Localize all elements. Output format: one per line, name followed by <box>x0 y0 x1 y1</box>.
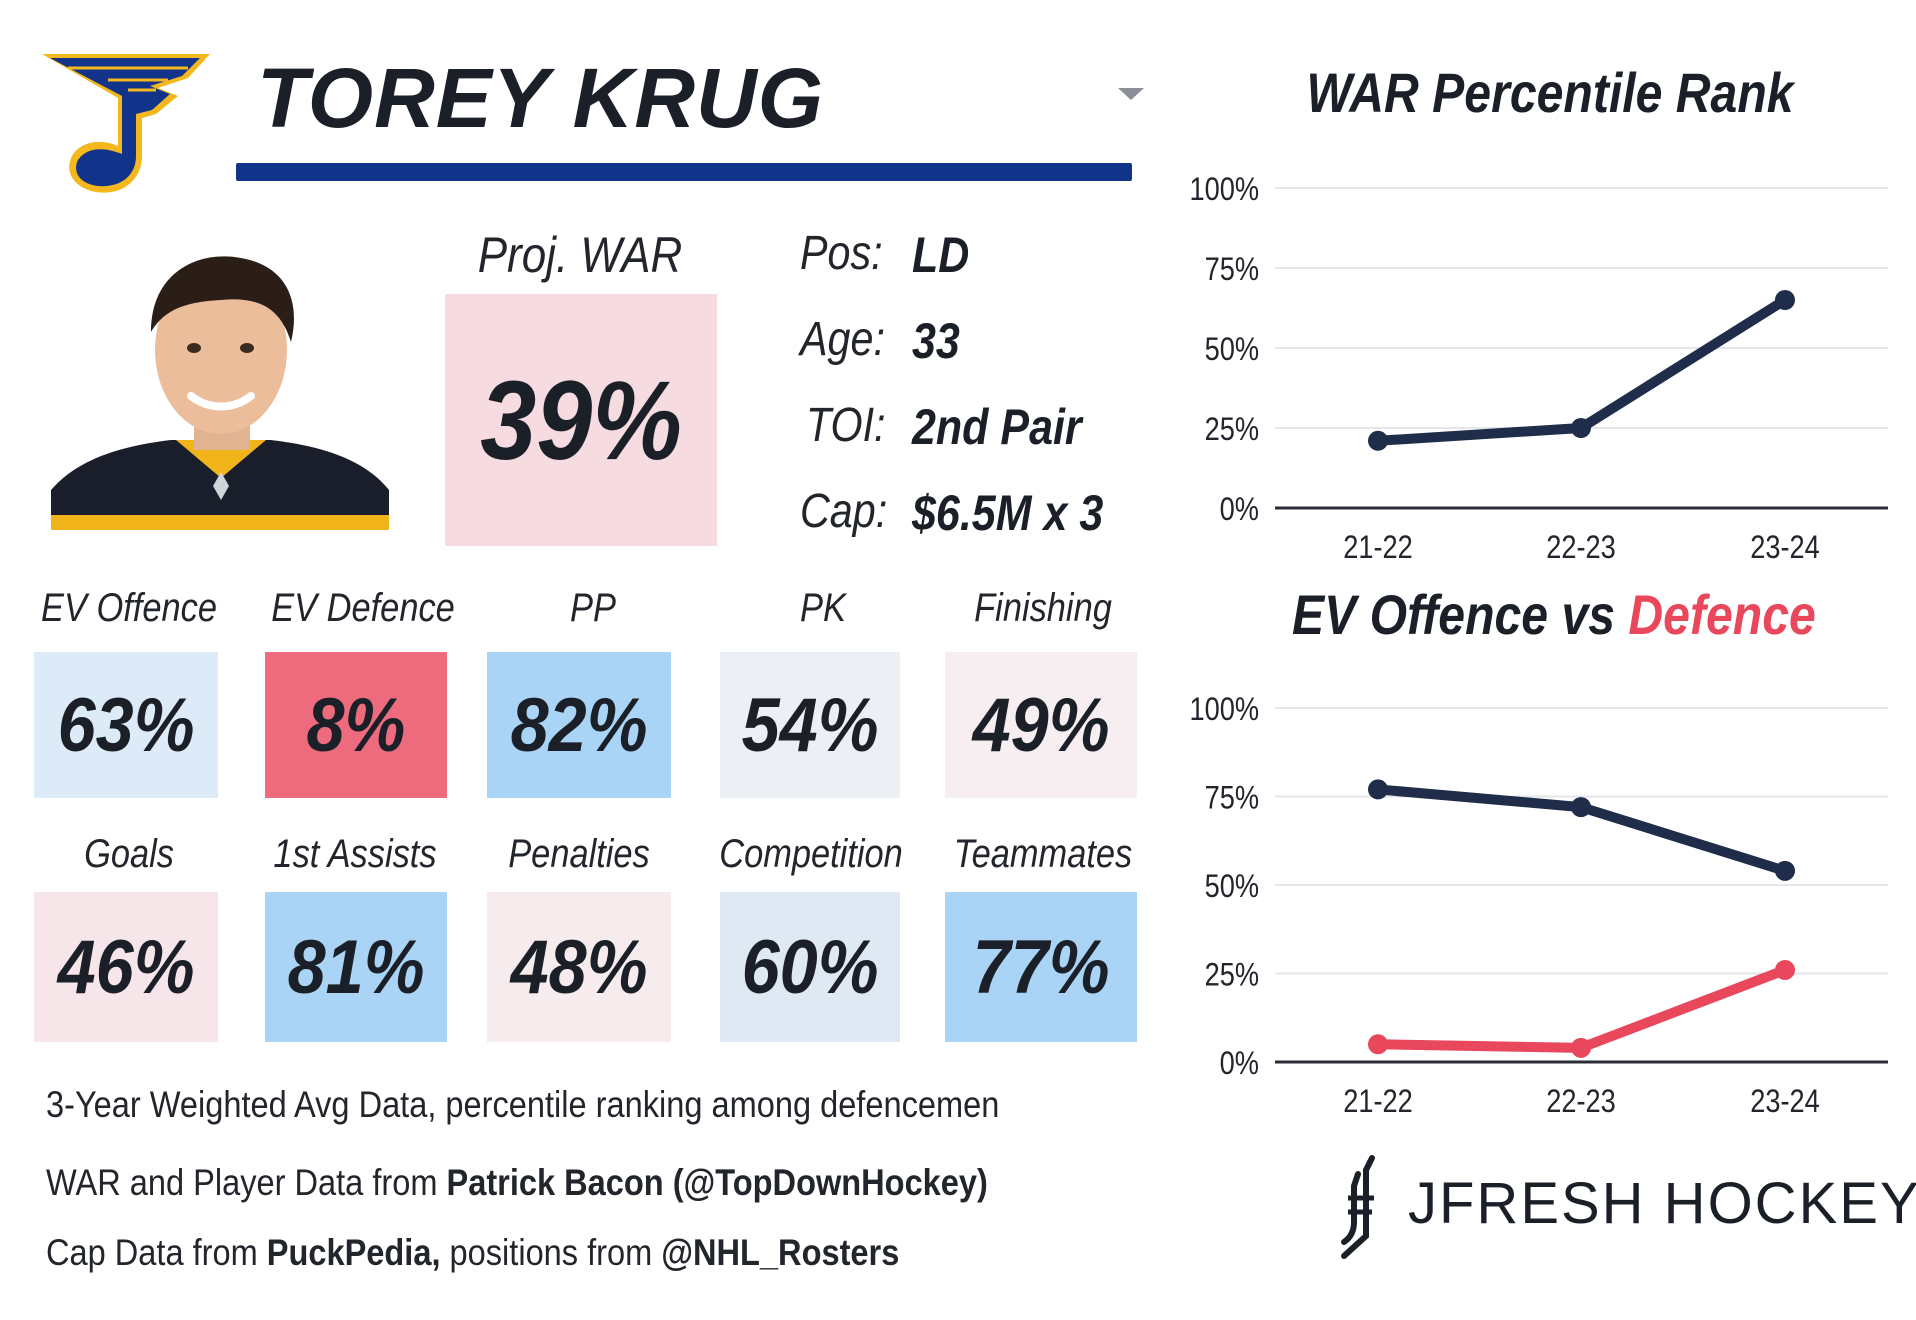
metric-label-1st-assists: 1st Assists <box>273 832 437 876</box>
metric-value-1st-assists: 81% <box>287 924 425 1010</box>
toi-label: TOI: <box>806 399 886 452</box>
chart1-y-tick-label: 25% <box>1205 412 1259 448</box>
chart2-title-vs: vs <box>1548 583 1629 646</box>
chart1-y-tick-label: 0% <box>1220 492 1259 528</box>
metric-tile-penalties: 48% <box>487 892 671 1042</box>
chart2-x-tick-label: 23-24 <box>1750 1084 1820 1120</box>
chart1-point-war <box>1368 430 1388 451</box>
chart2-title-offence: EV Offence <box>1292 583 1549 646</box>
chart1-title: WAR Percentile Rank <box>1306 61 1794 124</box>
chart2-y-tick-label: 50% <box>1205 869 1259 905</box>
war-source-note: WAR and Player Data from Patrick Bacon (… <box>46 1162 988 1204</box>
cap-source-prefix: Cap Data from <box>46 1232 267 1273</box>
metric-tile-ev-defence: 8% <box>265 652 447 798</box>
player-headshot <box>51 240 389 546</box>
metric-value-pp: 82% <box>510 682 648 768</box>
war-source-credit: Patrick Bacon (@TopDownHockey) <box>446 1162 988 1203</box>
metric-tile-finishing: 49% <box>945 652 1137 798</box>
cap-value: $6.5M x 3 <box>912 485 1104 541</box>
metric-value-ev-defence: 8% <box>306 682 406 768</box>
chart2-point-ev-defence <box>1571 1037 1591 1058</box>
chart1-y-tick-label: 100% <box>1189 172 1259 208</box>
metric-value-teammates: 77% <box>972 924 1110 1010</box>
chart2-x-tick-label: 21-22 <box>1343 1084 1413 1120</box>
cap-label: Cap: <box>800 485 888 538</box>
positions-credit: @NHL_Rosters <box>661 1232 900 1273</box>
toi-value: 2nd Pair <box>912 399 1082 455</box>
metric-tile-ev-offence: 63% <box>34 652 218 798</box>
metric-value-pk: 54% <box>741 682 879 768</box>
proj-war-value: 39% <box>480 357 682 483</box>
chart2-series-line-ev-defence <box>1373 964 1790 1053</box>
positions-prefix: positions from <box>440 1232 662 1273</box>
cap-source-note: Cap Data from PuckPedia, positions from … <box>46 1232 899 1274</box>
metric-label-pk: PK <box>800 586 846 630</box>
chart2-point-ev-offence <box>1368 779 1388 800</box>
metric-label-ev-offence: EV Offence <box>41 586 217 630</box>
blues-logo <box>42 54 210 193</box>
chart1-y-tick-label: 50% <box>1205 332 1259 368</box>
chart2-y-tick-label: 100% <box>1189 692 1259 728</box>
chart2-y-tick-label: 75% <box>1205 780 1259 816</box>
chart2-point-ev-offence <box>1571 797 1591 818</box>
chart2-point-ev-defence <box>1368 1034 1388 1055</box>
metric-tile-competition: 60% <box>720 892 900 1042</box>
pos-label: Pos: <box>800 227 883 280</box>
pos-value: LD <box>912 227 970 283</box>
metric-label-competition: Competition <box>719 832 903 876</box>
metric-tile-teammates: 77% <box>945 892 1137 1042</box>
player-name: TOREY KRUG <box>257 51 824 145</box>
name-underline <box>236 163 1132 181</box>
proj-war-tile: 39% <box>445 294 717 546</box>
metric-tile-pp: 82% <box>487 652 671 798</box>
metric-tile-pk: 54% <box>720 652 900 798</box>
metric-label-teammates: Teammates <box>953 832 1133 876</box>
chart2-point-ev-defence <box>1775 959 1795 980</box>
metric-value-penalties: 48% <box>510 924 648 1010</box>
chevron-down-icon[interactable] <box>1118 88 1144 100</box>
chart1-y-tick-label: 75% <box>1205 252 1259 288</box>
chart2-y-tick-label: 0% <box>1220 1046 1259 1082</box>
chart1-x-tick-label: 21-22 <box>1343 530 1413 566</box>
metric-value-competition: 60% <box>741 924 879 1010</box>
age-label: Age: <box>800 313 885 366</box>
chart2-point-ev-offence <box>1775 860 1795 881</box>
ev-offence-defence-chart: 0% 25% 50% 75% 100% 21-22 22-23 23-24 <box>1189 692 1888 1120</box>
metric-label-goals: Goals <box>84 832 174 876</box>
chart2-title-defence: Defence <box>1628 583 1816 646</box>
chart1-x-tick-label: 22-23 <box>1546 530 1616 566</box>
brand-name: JFRESH HOCKEY <box>1408 1171 1916 1236</box>
war-source-prefix: WAR and Player Data from <box>46 1162 447 1203</box>
metric-value-finishing: 49% <box>972 682 1110 768</box>
war-percentile-chart: 0% 25% 50% 75% 100% 21-22 22-23 23-24 <box>1189 172 1888 566</box>
metric-label-finishing: Finishing <box>974 586 1112 630</box>
age-value: 33 <box>912 313 960 369</box>
metric-label-penalties: Penalties <box>508 832 650 876</box>
chart1-point-war <box>1571 418 1591 438</box>
cap-source-credit: PuckPedia, <box>266 1232 441 1273</box>
chart1-x-tick-label: 23-24 <box>1750 530 1820 566</box>
chart2-x-tick-label: 22-23 <box>1546 1084 1616 1120</box>
data-note: 3-Year Weighted Avg Data, percentile ran… <box>46 1084 1000 1125</box>
chart1-point-war <box>1775 290 1795 310</box>
chart2-y-tick-label: 25% <box>1205 957 1259 993</box>
metric-tile-goals: 46% <box>34 892 218 1042</box>
metric-label-ev-defence: EV Defence <box>271 586 455 630</box>
chart2-title: EV Offence vs Defence <box>1292 582 1816 647</box>
metric-value-goals: 46% <box>57 924 195 1010</box>
metric-tile-1st-assists: 81% <box>265 892 447 1042</box>
metric-value-ev-offence: 63% <box>57 682 195 768</box>
jfresh-logo-icon <box>1341 1155 1375 1259</box>
metric-label-pp: PP <box>570 586 616 630</box>
